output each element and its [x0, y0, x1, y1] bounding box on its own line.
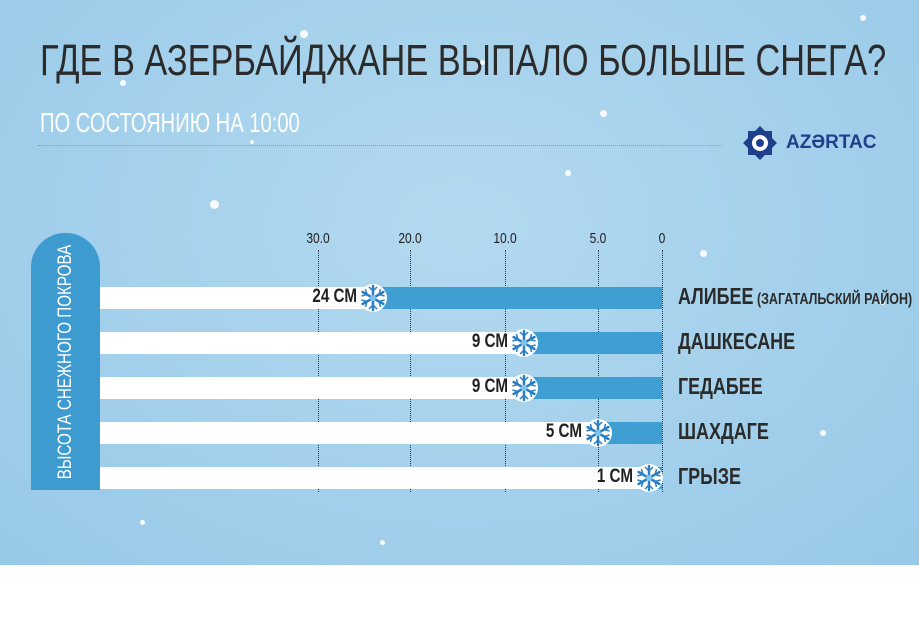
category-label: ДАШКЕСАНЕ [678, 328, 795, 355]
category-label: ГРЫЗЕ [678, 463, 741, 490]
y-axis-label: ВЫСОТА СНЕЖНОГО ПОКРОВА [54, 244, 76, 479]
value-label: 9 СМ [471, 376, 508, 397]
category-name: ДАШКЕСАНЕ [678, 328, 796, 354]
tick-label: 10.0 [493, 230, 517, 247]
value-label: 9 СМ [471, 331, 508, 352]
category-label: ШАХДАГЕ [678, 418, 769, 445]
snow-dot [140, 520, 145, 525]
logo: AZƏRTAC [740, 123, 876, 163]
bar-track [100, 422, 662, 444]
snow-dot [700, 250, 707, 257]
snow-dot [380, 540, 385, 545]
snow-dot [300, 30, 308, 38]
snow-dot [250, 140, 254, 144]
snowflake-icon [508, 327, 540, 359]
bar-track [100, 467, 662, 489]
grid-line [598, 250, 599, 492]
tick-label: 5.0 [589, 230, 607, 247]
grid-line [662, 250, 663, 492]
snow-dot [860, 15, 866, 21]
divider [38, 145, 722, 146]
snow-dot [480, 60, 485, 65]
snowflake-icon [582, 417, 614, 449]
snow-dot [820, 430, 826, 436]
value-label: 24 СМ [312, 286, 358, 307]
snowflake-icon [508, 372, 540, 404]
snow-dot [565, 170, 571, 176]
azertac-logo-icon [743, 126, 777, 160]
category-name: АЛИБЕЕ [678, 283, 754, 309]
category-name: ГЕДАБЕЕ [678, 373, 763, 399]
snow-dot [600, 110, 607, 117]
grid-line [505, 250, 506, 492]
snowflake-icon [633, 462, 665, 494]
category-name: ГРЫЗЕ [678, 463, 741, 489]
tick-label: 30.0 [306, 230, 330, 247]
background: ГДЕ В АЗЕРБАЙДЖАНЕ ВЫПАЛО БОЛЬШЕ СНЕГА? … [0, 0, 919, 565]
value-label: 1 СМ [597, 466, 634, 487]
page-title: ГДЕ В АЗЕРБАЙДЖАНЕ ВЫПАЛО БОЛЬШЕ СНЕГА? [40, 36, 887, 85]
snow-dot [210, 200, 219, 209]
category-label: ГЕДАБЕЕ [678, 373, 763, 400]
value-label: 5 СМ [545, 421, 582, 442]
bar [523, 377, 662, 399]
snow-dot [880, 300, 885, 305]
bar [373, 287, 662, 309]
grid-line [318, 250, 319, 492]
snowflake-icon [357, 282, 389, 314]
y-axis-label-box: ВЫСОТА СНЕЖНОГО ПОКРОВА [31, 233, 100, 490]
bar [523, 332, 662, 354]
logo-text: AZƏRTAC [786, 132, 877, 153]
subtitle: ПО СОСТОЯНИЮ НА 10:00 [40, 107, 300, 138]
bar [598, 422, 662, 444]
tick-label: 0 [658, 230, 666, 247]
category-name: ШАХДАГЕ [678, 418, 769, 444]
grid-line [410, 250, 411, 492]
category-label: АЛИБЕЕ (ЗАГАТАЛЬСКИЙ РАЙОН) [678, 283, 912, 310]
tick-label: 20.0 [398, 230, 422, 247]
category-note: (ЗАГАТАЛЬСКИЙ РАЙОН) [753, 291, 913, 308]
snow-dot [120, 80, 126, 86]
